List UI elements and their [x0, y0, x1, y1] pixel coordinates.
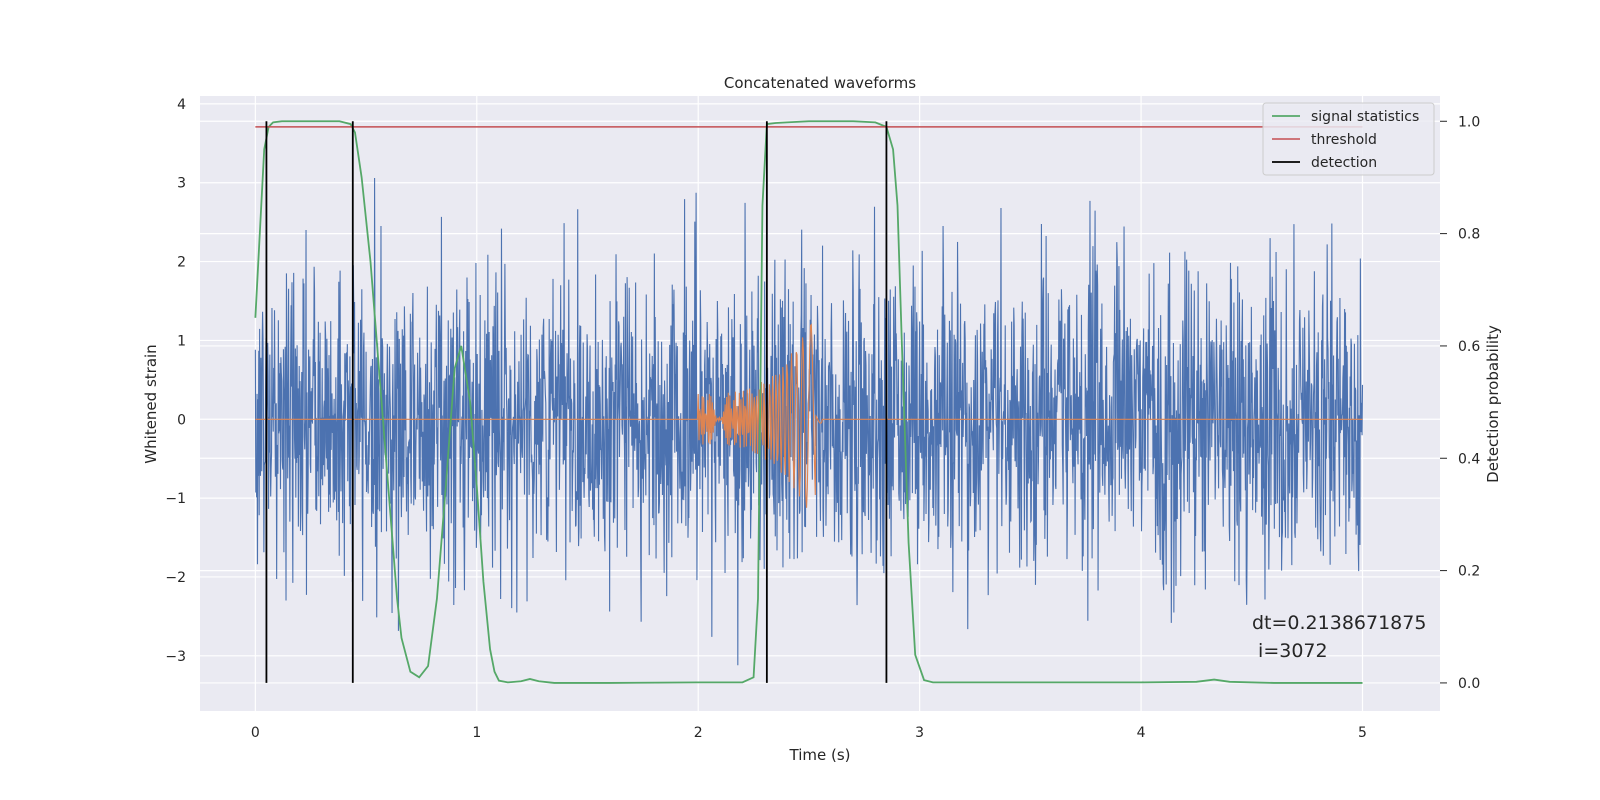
- series-signal-statistics: [254, 120, 1363, 684]
- annotation-dt: dt=0.2138671875: [1252, 612, 1426, 634]
- x-tick-label: 3: [915, 725, 924, 741]
- x-tick-label: 0: [251, 725, 260, 741]
- x-tick-label: 5: [1358, 725, 1367, 741]
- y-axis-label: Whitened strain: [142, 344, 160, 463]
- y2-axis-label: Detection probability: [1484, 325, 1502, 483]
- series-detection: [265, 121, 888, 683]
- x-axis-label: Time (s): [789, 746, 851, 764]
- x-tick-label: 1: [472, 725, 481, 741]
- y2-tick-label: 1.0: [1458, 114, 1480, 130]
- y-tick-label: −1: [165, 491, 186, 507]
- plot-content: [254, 120, 1364, 684]
- y2-tick-label: 0.2: [1458, 564, 1480, 580]
- y2-tick-label: 0.4: [1458, 451, 1480, 467]
- y2-tick-label: 0.8: [1458, 227, 1480, 243]
- annotation-index: i=3072: [1252, 640, 1328, 662]
- y-tick-label: 3: [177, 176, 186, 192]
- chart-title: Concatenated waveforms: [724, 74, 916, 92]
- legend-label-signal-statistics: signal statistics: [1311, 109, 1419, 125]
- legend-label-threshold: threshold: [1311, 132, 1377, 148]
- legend-label-detection: detection: [1311, 155, 1377, 171]
- y-tick-label: 0: [177, 412, 186, 428]
- x-tick-label: 4: [1137, 725, 1146, 741]
- y2-tick-label: 0.6: [1458, 339, 1480, 355]
- y-tick-label: 2: [177, 255, 186, 271]
- y-tick-label: 1: [177, 333, 186, 349]
- y2-tick-label: 0.0: [1458, 676, 1480, 692]
- series-injected-waveform: [255, 323, 1363, 508]
- y-tick-label: −3: [165, 649, 186, 665]
- x-tick-label: 2: [694, 725, 703, 741]
- y-tick-label: 4: [177, 97, 186, 113]
- axis-ticks: 0 1 2 3 4 5 −3 −2 −1 0 1 2 3 4 0.0 0.2 0.4 0.6 0.8 1.0: [165, 97, 1480, 741]
- legend: signal statistics threshold detection: [1262, 102, 1435, 176]
- legend-frame: [1262, 102, 1435, 176]
- y-tick-label: −2: [165, 570, 186, 586]
